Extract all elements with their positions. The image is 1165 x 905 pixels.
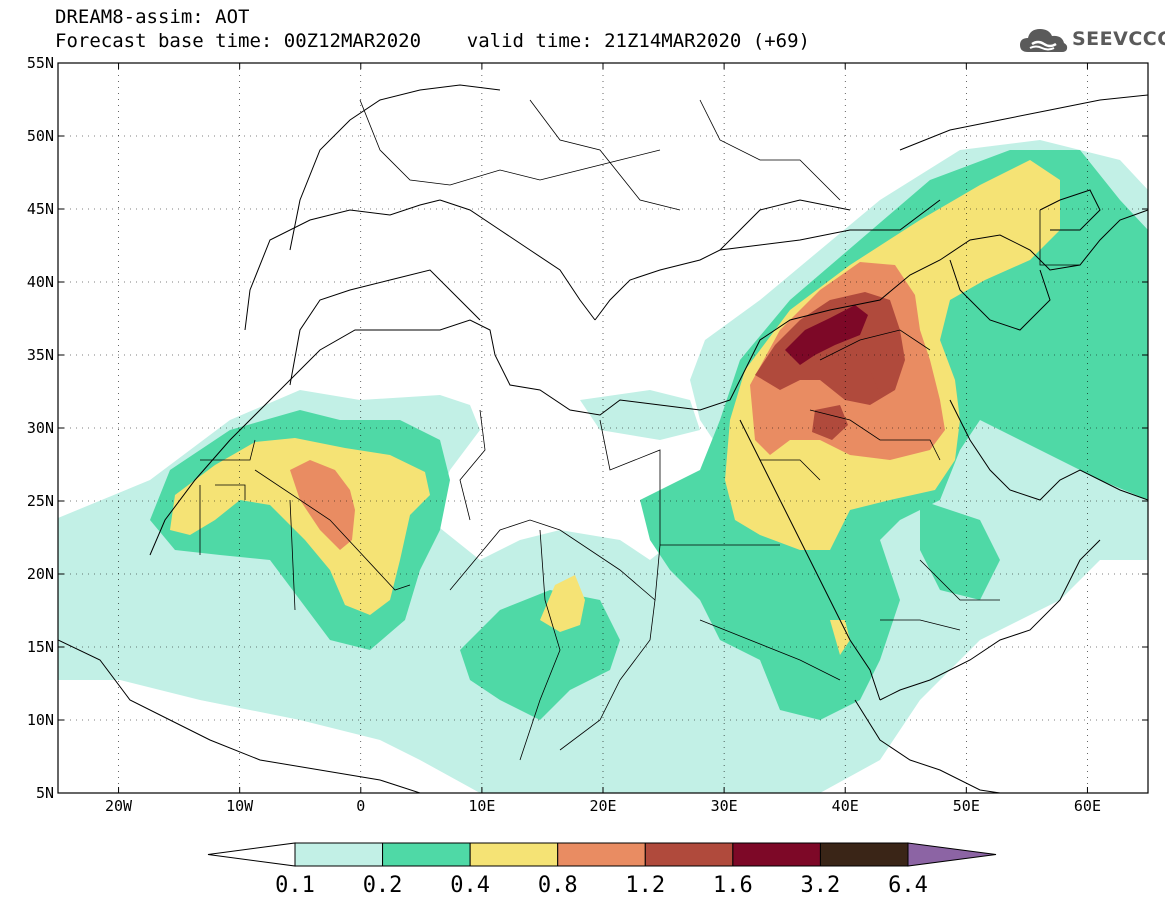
lat-tick-label: 5N (36, 784, 54, 802)
cloud-icon (1020, 29, 1068, 52)
colorbar: 0.1 0.2 0.4 0.8 1.2 1.6 3.2 6.4 (207, 842, 997, 898)
lat-tick-label: 35N (27, 346, 54, 364)
colorbar-label: 1.6 (713, 873, 753, 898)
lat-tick-label: 25N (27, 492, 54, 510)
colorbar-swatch (382, 842, 471, 867)
colorbar-swatch (469, 842, 559, 867)
map-title: DREAM8-assim: AOT (55, 6, 250, 28)
colorbar-swatch (732, 842, 821, 867)
aot-contour-1.6 (785, 305, 868, 365)
lat-tick-label: 50N (27, 127, 54, 145)
lon-tick-label: 0 (356, 797, 365, 815)
colorbar-low-arrow (207, 842, 296, 867)
latitude-labels: 5N 10N 15N 20N 25N 30N 35N 40N 45N 50N 55N (27, 54, 54, 802)
aot-shading (58, 140, 1148, 793)
colorbar-label: 3.2 (801, 873, 841, 898)
lat-tick-label: 55N (27, 54, 54, 72)
lon-tick-label: 10W (226, 797, 254, 815)
axis-ticks (58, 62, 1148, 794)
lon-tick-label: 20E (589, 797, 616, 815)
logo: SEEVCCC (1018, 24, 1165, 58)
coastlines (58, 84, 1148, 793)
lat-tick-label: 30N (27, 419, 54, 437)
colorbar-swatch (294, 842, 384, 867)
colorbar-label: 1.2 (625, 873, 665, 898)
lon-tick-label: 20W (105, 797, 133, 815)
lat-tick-label: 40N (27, 273, 54, 291)
colorbar-label: 6.4 (888, 873, 928, 898)
lat-tick-label: 10N (27, 711, 54, 729)
colorbar-label: 0.8 (538, 873, 578, 898)
forecast-times: Forecast base time: 00Z12MAR2020 valid t… (55, 30, 810, 52)
colorbar-label: 0.1 (275, 873, 315, 898)
colorbar-label: 0.4 (450, 873, 490, 898)
logo-text: SEEVCCC (1072, 28, 1165, 50)
colorbar-swatch (644, 842, 734, 867)
colorbar-label: 0.2 (363, 873, 403, 898)
colorbar-swatch (557, 842, 646, 867)
aot-contour-1.2 (755, 292, 905, 440)
lon-tick-label: 10E (468, 797, 495, 815)
colorbar-swatch (819, 842, 909, 867)
lat-tick-label: 45N (27, 200, 54, 218)
lon-tick-label: 50E (953, 797, 980, 815)
lon-tick-label: 60E (1074, 797, 1101, 815)
country-borders (199, 99, 1080, 761)
longitude-labels: 20W 10W 0 10E 20E 30E 40E 50E 60E (105, 797, 1101, 815)
lat-tick-label: 15N (27, 638, 54, 656)
colorbar-high-arrow (907, 842, 997, 867)
lon-tick-label: 40E (832, 797, 859, 815)
lon-tick-label: 30E (711, 797, 738, 815)
lat-tick-label: 20N (27, 565, 54, 583)
